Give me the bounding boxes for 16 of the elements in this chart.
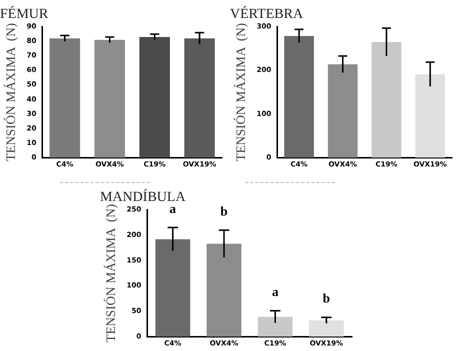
bar: [328, 64, 358, 158]
bar: [372, 42, 402, 158]
bar: [155, 239, 190, 337]
chart-title: VÉRTEBRA: [230, 5, 304, 22]
bar: [258, 316, 293, 337]
annotation: b: [220, 203, 228, 218]
bar: [284, 36, 314, 158]
y-axis-title: TENSIÓN MÁXIMA (N): [233, 23, 248, 162]
bar: [206, 244, 242, 337]
bar: [415, 74, 446, 158]
annotation: a: [272, 284, 279, 300]
y-axis-title: TENSIÓN MÁXIMA (N): [3, 23, 18, 162]
annotation: b: [322, 290, 330, 306]
bar: [308, 320, 344, 337]
chart-title: FÉMUR: [0, 5, 49, 22]
y-axis-title: TENSIÓN MÁXIMA (N): [103, 204, 118, 342]
